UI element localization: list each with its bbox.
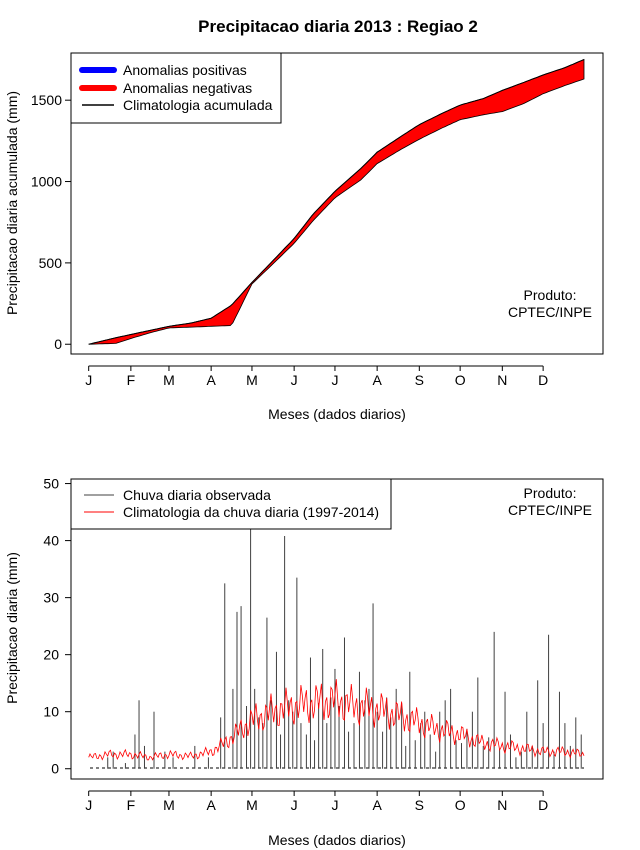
legend-label-positive: Anomalias positivas — [123, 62, 247, 78]
bottom-legend-box — [70, 478, 392, 530]
legend-label-climatology: Climatologia acumulada — [123, 97, 273, 113]
bottom-x-label: Meses (dados diarios) — [268, 832, 406, 848]
bottom-climatology-line-group — [88, 679, 585, 761]
top-y-label: Precipitacao diaria acumulada (mm) — [4, 91, 20, 315]
top-x-tick-label: J — [331, 372, 338, 388]
bottom-x-tick-label: S — [415, 797, 424, 813]
bottom-x-tick-label: J — [331, 797, 338, 813]
climatology-cumulative-line — [88, 59, 585, 345]
bottom-y-tick-label: 50 — [43, 476, 59, 492]
bottom-observed-bars — [107, 523, 582, 769]
bottom-panel: 0 10 20 30 40 50 J F M A M J J A S O N D Meses (dados di… — [4, 476, 604, 848]
bottom-y-label: Precipitacao diaria (mm) — [4, 552, 20, 704]
top-x-tick-label: D — [538, 372, 548, 388]
top-y-tick-label: 0 — [54, 336, 62, 352]
top-x-tick-label: A — [206, 372, 216, 388]
bottom-x-tick-label: M — [246, 797, 258, 813]
bottom-x-tick-label: A — [206, 797, 216, 813]
top-x-label: Meses (dados diarios) — [268, 406, 406, 422]
bottom-y-tick-label: 0 — [51, 761, 59, 777]
legend-label-daily-climatology: Climatologia da chuva diaria (1997-2014) — [123, 504, 379, 520]
top-x-tick-label: O — [455, 372, 466, 388]
bottom-x-tick-label: N — [497, 797, 507, 813]
daily-climatology-line — [88, 679, 585, 761]
bottom-y-axis: 0 10 20 30 40 50 — [43, 476, 72, 777]
legend-label-observed: Chuva diaria observada — [123, 487, 271, 503]
bottom-y-tick-label: 30 — [43, 590, 59, 606]
top-x-tick-label: F — [127, 372, 136, 388]
bottom-y-tick-label: 10 — [43, 704, 59, 720]
legend-label-negative: Anomalias negativas — [123, 80, 252, 96]
top-x-tick-label: M — [246, 372, 258, 388]
top-y-tick-label: 1000 — [31, 174, 62, 190]
top-credit-line2: CPTEC/INPE — [508, 304, 592, 320]
top-x-tick-label: A — [372, 372, 382, 388]
top-y-axis: 0 500 1000 1500 — [31, 92, 72, 352]
top-anomaly-area — [88, 58, 585, 345]
bottom-x-tick-label: J — [85, 797, 92, 813]
bottom-y-tick-label: 20 — [43, 647, 59, 663]
chart-title: Precipitacao diaria 2013 : Regiao 2 — [198, 17, 478, 36]
top-x-tick-label: J — [291, 372, 298, 388]
top-x-tick-label: J — [85, 372, 92, 388]
top-x-tick-label: N — [497, 372, 507, 388]
bottom-x-tick-label: J — [291, 797, 298, 813]
bottom-x-tick-label: M — [163, 797, 175, 813]
bottom-y-tick-label: 40 — [43, 533, 59, 549]
bottom-credit-line2: CPTEC/INPE — [508, 502, 592, 518]
bottom-x-tick-label: O — [455, 797, 466, 813]
top-x-tick-label: M — [163, 372, 175, 388]
top-y-tick-label: 500 — [39, 255, 63, 271]
top-y-tick-label: 1500 — [31, 92, 62, 108]
bottom-legend: Chuva diaria observada Climatologia da c… — [70, 478, 392, 530]
bottom-x-tick-label: D — [538, 797, 548, 813]
top-panel: 0 500 1000 1500 J F M A M J J A S O N D Meses (dados d… — [4, 52, 604, 422]
top-x-tick-label: S — [415, 372, 424, 388]
bottom-x-tick-label: A — [372, 797, 382, 813]
top-credit-line1: Produto: — [524, 287, 577, 303]
bottom-x-tick-label: F — [127, 797, 136, 813]
top-legend: Anomalias positivas Anomalias negativas … — [70, 52, 282, 124]
bottom-credit-line1: Produto: — [524, 485, 577, 501]
